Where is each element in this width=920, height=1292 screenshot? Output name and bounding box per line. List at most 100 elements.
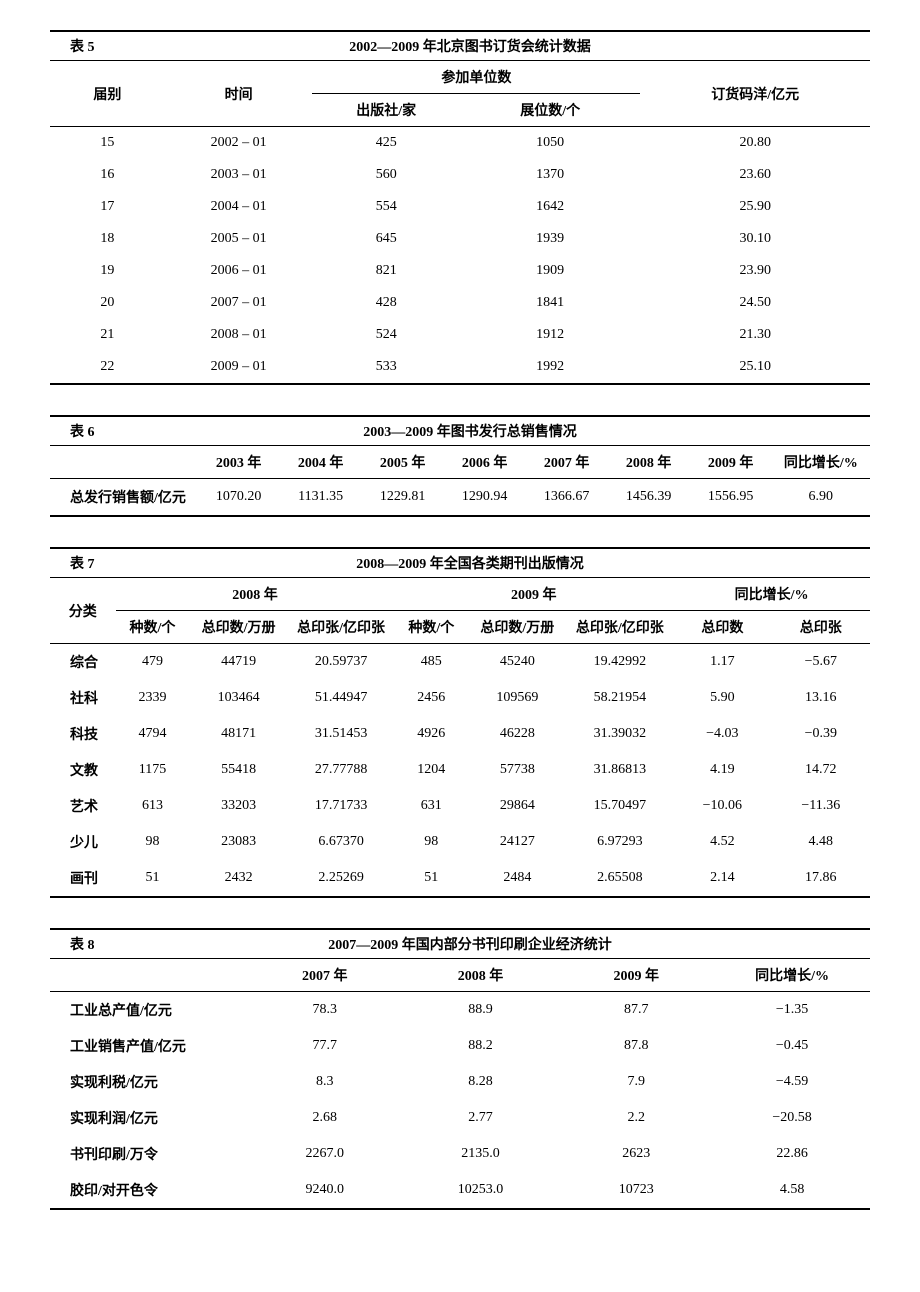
row-label: 胶印/对开色令 <box>50 1172 247 1209</box>
cell: 87.7 <box>558 992 714 1029</box>
cell: −4.03 <box>673 716 771 752</box>
table-row: 科技47944817131.5145349264622831.39032−4.0… <box>50 716 870 752</box>
col-header <box>50 959 247 992</box>
cell: 51 <box>394 860 468 897</box>
cell: 2007 – 01 <box>165 287 313 319</box>
table-6-grid: 2003 年2004 年2005 年2006 年2007 年2008 年2009… <box>50 446 870 517</box>
col-header: 2009 年 <box>690 446 772 479</box>
table-row: 172004 – 01554164225.90 <box>50 191 870 223</box>
table-5-header-row: 表 5 2002—2009 年北京图书订货会统计数据 <box>50 30 870 61</box>
cell: 1050 <box>460 127 640 160</box>
cell: 2432 <box>189 860 287 897</box>
cell: −0.39 <box>772 716 870 752</box>
col-header: 种数/个 <box>394 611 468 644</box>
cell: 57738 <box>468 752 566 788</box>
cell: 58.21954 <box>567 680 674 716</box>
cell: 1841 <box>460 287 640 319</box>
cell: 88.9 <box>403 992 559 1029</box>
cell: 48171 <box>189 716 287 752</box>
row-label: 科技 <box>50 716 116 752</box>
cell: 17 <box>50 191 165 223</box>
col-header: 种数/个 <box>116 611 190 644</box>
cell: 2008 – 01 <box>165 319 313 351</box>
cell: −0.45 <box>714 1028 870 1064</box>
cell: 1909 <box>460 255 640 287</box>
col-header: 同比增长/% <box>714 959 870 992</box>
cell: 560 <box>312 159 460 191</box>
cell: 7.9 <box>558 1064 714 1100</box>
cell: 15 <box>50 127 165 160</box>
cell: 1939 <box>460 223 640 255</box>
cell: 16 <box>50 159 165 191</box>
cell: 8.28 <box>403 1064 559 1100</box>
cell: 6.90 <box>772 479 870 517</box>
cell: 2009 – 01 <box>165 351 313 384</box>
cell: −4.59 <box>714 1064 870 1100</box>
cell: 5.90 <box>673 680 771 716</box>
cell: 88.2 <box>403 1028 559 1064</box>
row-label: 总发行销售额/亿元 <box>50 479 198 517</box>
cell: 22.86 <box>714 1136 870 1172</box>
table-5: 表 5 2002—2009 年北京图书订货会统计数据 届别 时间 参加单位数 订… <box>50 30 870 385</box>
table-row: 艺术6133320317.717336312986415.70497−10.06… <box>50 788 870 824</box>
cell: 23083 <box>189 824 287 860</box>
cell: 77.7 <box>247 1028 403 1064</box>
cell: 98 <box>116 824 190 860</box>
cell: 1290.94 <box>444 479 526 517</box>
cell: −10.06 <box>673 788 771 824</box>
cell: 524 <box>312 319 460 351</box>
cell: 78.3 <box>247 992 403 1029</box>
cell: 2005 – 01 <box>165 223 313 255</box>
cell: 613 <box>116 788 190 824</box>
cell: 55418 <box>189 752 287 788</box>
cell: 15.70497 <box>567 788 674 824</box>
table-8-header-row: 表 8 2007—2009 年国内部分书刊印刷企业经济统计 <box>50 928 870 959</box>
table-row: 画刊5124322.252695124842.655082.1417.86 <box>50 860 870 897</box>
cell: 17.86 <box>772 860 870 897</box>
cell: −5.67 <box>772 644 870 681</box>
cell: 1370 <box>460 159 640 191</box>
cell: 4794 <box>116 716 190 752</box>
row-label: 文教 <box>50 752 116 788</box>
col-header-group: 2009 年 <box>394 578 673 611</box>
col-header: 2008 年 <box>608 446 690 479</box>
row-label: 艺术 <box>50 788 116 824</box>
table-row: 212008 – 01524191221.30 <box>50 319 870 351</box>
cell: 645 <box>312 223 460 255</box>
cell: 44719 <box>189 644 287 681</box>
table-row: 实现利税/亿元8.38.287.9−4.59 <box>50 1064 870 1100</box>
table-5-title: 2002—2009 年北京图书订货会统计数据 <box>170 36 770 56</box>
cell: 2002 – 01 <box>165 127 313 160</box>
table-8-title: 2007—2009 年国内部分书刊印刷企业经济统计 <box>170 934 770 954</box>
cell: 6.67370 <box>288 824 395 860</box>
col-header: 时间 <box>165 61 313 127</box>
cell: 33203 <box>189 788 287 824</box>
row-label: 综合 <box>50 644 116 681</box>
cell: 24127 <box>468 824 566 860</box>
cell: 14.72 <box>772 752 870 788</box>
table-7-title: 2008—2009 年全国各类期刊出版情况 <box>170 553 770 573</box>
table-row: 社科233910346451.44947245610956958.219545.… <box>50 680 870 716</box>
table-6-header-row: 表 6 2003—2009 年图书发行总销售情况 <box>50 415 870 446</box>
col-header: 同比增长/% <box>772 446 870 479</box>
cell: 2.68 <box>247 1100 403 1136</box>
cell: 29864 <box>468 788 566 824</box>
cell: 31.51453 <box>288 716 395 752</box>
cell: 20.80 <box>640 127 870 160</box>
col-header: 2008 年 <box>403 959 559 992</box>
cell: 1131.35 <box>280 479 362 517</box>
col-header: 2006 年 <box>444 446 526 479</box>
cell: 27.77788 <box>288 752 395 788</box>
cell: 24.50 <box>640 287 870 319</box>
cell: 2135.0 <box>403 1136 559 1172</box>
cell: 8.3 <box>247 1064 403 1100</box>
table-7-header-row: 表 7 2008—2009 年全国各类期刊出版情况 <box>50 547 870 578</box>
table-7-label: 表 7 <box>50 553 170 573</box>
row-label: 少儿 <box>50 824 116 860</box>
col-header: 总印数 <box>673 611 771 644</box>
cell: 25.90 <box>640 191 870 223</box>
cell: 1456.39 <box>608 479 690 517</box>
cell: 21.30 <box>640 319 870 351</box>
cell: 533 <box>312 351 460 384</box>
cell: 2484 <box>468 860 566 897</box>
